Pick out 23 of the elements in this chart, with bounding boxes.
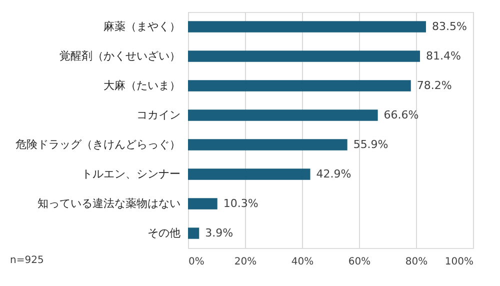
data-label: 83.5% [432,20,467,33]
text: n=925 [10,255,44,266]
y-tick-label: 麻薬（まやく） [104,20,180,33]
x-tick-label: 80% [405,256,428,268]
x-tick-label: 60% [348,256,371,268]
y-tick-label: 知っている違法な薬物はない [38,196,180,210]
y-tick-label: トルエン、シンナー [82,167,180,180]
data-label: 81.4% [426,49,461,62]
y-tick-label: 大麻（たいま） [104,78,180,92]
x-tick-label: 20% [234,256,257,268]
data-label: 66.6% [384,108,419,122]
data-label: 3.9% [205,226,234,240]
x-tick-label: 100% [444,256,474,268]
x-tick-label: 40% [291,256,314,268]
data-label: 55.9% [353,138,388,151]
y-tick-label: 覚醒剤（かくせいざい） [60,49,180,62]
data-label: 42.9% [316,167,352,180]
y-tick-label: 危険ドラッグ（きけんどらっぐ） [16,138,180,151]
data-label: 10.3% [223,196,258,210]
y-tick-label: その他 [148,226,180,240]
x-tick-label: 0% [188,256,204,268]
y-tick-label: コカイン [136,108,180,122]
data-label: 78.2% [416,78,452,92]
